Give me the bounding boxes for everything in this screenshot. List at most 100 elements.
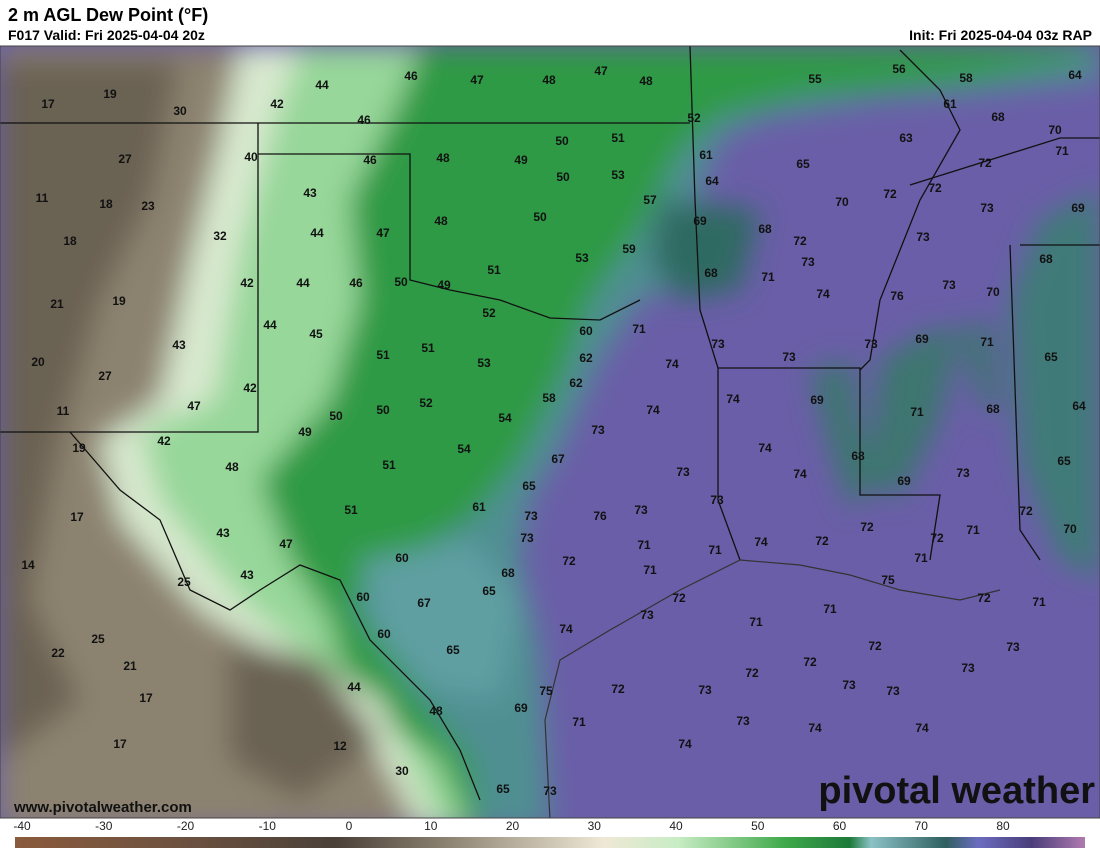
dew-point-label: 52 (687, 111, 701, 125)
dew-point-label: 74 (808, 721, 822, 735)
dew-point-label: 43 (240, 568, 254, 582)
dew-point-label: 63 (899, 131, 913, 145)
dew-point-label: 73 (520, 531, 534, 545)
dew-point-label: 60 (395, 551, 409, 565)
dew-point-label: 18 (63, 234, 77, 248)
dew-point-label: 73 (698, 683, 712, 697)
map-labels: 17 19 30 42 44 46 47 48 47 48 55 56 58 64 46 52 61 68 70 27… (21, 62, 1086, 798)
dew-point-label: 46 (363, 153, 377, 167)
dew-point-label: 42 (157, 434, 171, 448)
dew-point-label: 48 (639, 74, 653, 88)
dew-point-label: 74 (665, 357, 679, 371)
dew-point-label: 71 (637, 538, 651, 552)
dew-point-label: 51 (487, 263, 501, 277)
dew-point-label: 65 (796, 157, 810, 171)
dew-point-label: 47 (470, 73, 484, 87)
dew-point-label: 73 (956, 466, 970, 480)
dew-point-label: 58 (959, 71, 973, 85)
dew-point-label: 60 (579, 324, 593, 338)
dew-point-label: 18 (99, 197, 113, 211)
dew-point-label: 17 (113, 737, 127, 751)
dew-point-label: 23 (141, 199, 155, 213)
dew-point-label: 72 (868, 639, 882, 653)
dew-point-label: 65 (496, 782, 510, 796)
colorbar-tick-label: -40 (13, 819, 31, 833)
dew-point-label: 64 (1072, 399, 1086, 413)
dew-point-label: 73 (543, 784, 557, 798)
colorbar-tick-label: 80 (996, 819, 1010, 833)
dew-point-label: 69 (897, 474, 911, 488)
dew-point-label: 69 (915, 332, 929, 346)
dew-point-label: 50 (556, 170, 570, 184)
dew-point-label: 61 (699, 148, 713, 162)
dew-point-label: 43 (172, 338, 186, 352)
dew-point-label: 73 (842, 678, 856, 692)
dew-point-label: 64 (705, 174, 719, 188)
colorbar-tick-label: -30 (95, 819, 113, 833)
dew-point-label: 72 (977, 591, 991, 605)
map-frame (0, 45, 1100, 819)
dew-point-label: 68 (758, 222, 772, 236)
dew-point-label: 71 (1055, 144, 1069, 158)
dew-point-label: 72 (803, 655, 817, 669)
dew-point-label: 73 (711, 337, 725, 351)
colorbar-tick-label: 0 (346, 819, 353, 833)
dew-point-label: 50 (533, 210, 547, 224)
dew-point-label: 62 (579, 351, 593, 365)
dew-point-label: 17 (41, 97, 55, 111)
dew-point-label: 40 (244, 150, 258, 164)
dew-point-label: 51 (376, 348, 390, 362)
dew-point-label: 72 (1019, 504, 1033, 518)
dew-point-label: 12 (333, 739, 347, 753)
dew-point-label: 48 (225, 460, 239, 474)
dew-point-label: 64 (1068, 68, 1082, 82)
dew-point-label: 46 (404, 69, 418, 83)
dew-point-label: 11 (36, 191, 49, 205)
dew-point-label: 74 (646, 403, 660, 417)
dew-point-label: 73 (524, 509, 538, 523)
dew-point-label: 61 (943, 97, 957, 111)
colorbar-ticks: -40 -30 -20 -10 0 10 20 30 40 50 60 70 80 (13, 819, 1010, 833)
dew-point-label: 72 (930, 531, 944, 545)
dew-point-label: 48 (434, 214, 448, 228)
dew-point-label: 68 (501, 566, 515, 580)
dew-point-label: 52 (482, 306, 496, 320)
colorbar-tick-label: -20 (177, 819, 195, 833)
dew-point-label: 74 (678, 737, 692, 751)
dew-point-label: 70 (1063, 522, 1077, 536)
dew-point-label: 73 (710, 493, 724, 507)
dew-point-label: 71 (761, 270, 775, 284)
dew-point-label: 44 (315, 78, 329, 92)
dew-point-label: 67 (417, 596, 431, 610)
colorbar-tick-label: 70 (915, 819, 929, 833)
colorbar-tick-label: 50 (751, 819, 765, 833)
dew-point-label: 71 (823, 602, 837, 616)
dew-point-label: 58 (542, 391, 556, 405)
dew-point-label: 73 (640, 608, 654, 622)
dew-point-label: 73 (864, 337, 878, 351)
dew-point-label: 56 (892, 62, 906, 76)
dew-point-label: 11 (57, 404, 70, 418)
title: 2 m AGL Dew Point (°F) (8, 5, 208, 25)
dew-point-label: 70 (986, 285, 1000, 299)
dew-point-label: 72 (815, 534, 829, 548)
colorbar-tick-label: -10 (259, 819, 277, 833)
dew-point-label: 49 (514, 153, 528, 167)
state-borders (0, 46, 1100, 801)
dew-point-label: 47 (594, 64, 608, 78)
dew-point-label: 65 (1057, 454, 1071, 468)
coastline (544, 559, 1001, 818)
dew-point-label: 72 (860, 520, 874, 534)
dew-point-label: 65 (522, 479, 536, 493)
dew-point-label: 74 (816, 287, 830, 301)
dew-point-label: 19 (103, 87, 117, 101)
dew-point-label: 68 (704, 266, 718, 280)
dew-point-label: 68 (1039, 252, 1053, 266)
colorbar-tick-label: 30 (588, 819, 602, 833)
dew-point-label: 57 (643, 193, 657, 207)
dew-point-label: 71 (966, 523, 980, 537)
dew-point-label: 67 (551, 452, 565, 466)
colorbar-tick-label: 10 (424, 819, 438, 833)
